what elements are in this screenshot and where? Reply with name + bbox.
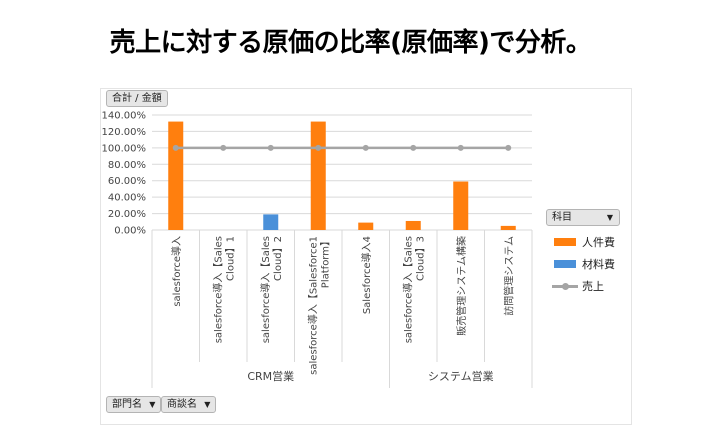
category-label: Cloud】1 bbox=[224, 236, 236, 281]
point-売上 bbox=[362, 144, 369, 151]
point-売上 bbox=[172, 144, 179, 151]
bar-人件費 bbox=[310, 121, 326, 230]
y-tick-label: 120.00% bbox=[102, 127, 147, 138]
y-tick-label: 0.00% bbox=[114, 226, 146, 237]
legend-filter-button[interactable]: 科目 ▼ bbox=[546, 209, 620, 226]
category-label: salesforce導入【Sales bbox=[259, 236, 272, 343]
y-tick-label: 100.00% bbox=[102, 143, 147, 154]
legend-filter-label: 科目 bbox=[552, 212, 572, 223]
dropdown-arrow-icon: ▼ bbox=[204, 400, 211, 409]
point-売上 bbox=[410, 144, 417, 151]
legend-marker bbox=[562, 282, 569, 290]
point-売上 bbox=[220, 144, 227, 151]
group-label: システム営業 bbox=[428, 369, 494, 383]
y-tick-label: 140.00% bbox=[102, 111, 147, 122]
category-label: Platform】 bbox=[319, 236, 331, 288]
bar-材料費 bbox=[263, 214, 279, 230]
y-tick-label: 80.00% bbox=[108, 160, 146, 171]
legend-label: 材料費 bbox=[582, 258, 615, 271]
y-tick-label: 40.00% bbox=[108, 193, 146, 204]
dropdown-arrow-icon: ▼ bbox=[606, 213, 613, 222]
legend-swatch-売上 bbox=[552, 282, 578, 290]
category-label: salesforce導入【Sales bbox=[211, 236, 224, 343]
pivot-chart-area bbox=[100, 88, 632, 425]
bar-人件費 bbox=[405, 220, 421, 230]
bar-人件費 bbox=[358, 222, 374, 230]
category-label: Salesforce導入4 bbox=[360, 236, 373, 314]
y-tick-label: 20.00% bbox=[108, 209, 146, 220]
row-filter-opportunity[interactable]: 商談名 ▼ bbox=[161, 396, 217, 413]
slide-title: 売上に対する原価の比率(原価率)で分析。 bbox=[109, 28, 592, 58]
point-売上 bbox=[315, 144, 322, 151]
y-tick-label: 60.00% bbox=[108, 176, 146, 187]
category-label: 販売管理システム構築 bbox=[455, 236, 468, 336]
category-label: salesforce導入 bbox=[170, 236, 183, 307]
row-filter-label: 商談名 bbox=[167, 399, 197, 410]
group-label: CRM営業 bbox=[247, 369, 294, 383]
category-label: 訪問管理システム bbox=[502, 236, 515, 316]
bar-人件費 bbox=[453, 181, 469, 230]
value-field-button[interactable]: 合計 / 金額 bbox=[106, 90, 168, 107]
legend-label: 人件費 bbox=[582, 236, 615, 249]
category-label: Cloud】3 bbox=[414, 236, 426, 281]
bar-人件費 bbox=[500, 225, 516, 230]
legend-swatch-材料費 bbox=[554, 260, 576, 268]
category-label: salesforce導入【Salesforce1 bbox=[306, 236, 319, 375]
row-filter-label: 部門名 bbox=[112, 399, 142, 410]
legend-label: 売上 bbox=[582, 280, 604, 293]
point-売上 bbox=[457, 144, 464, 151]
row-filter-department[interactable]: 部門名 ▼ bbox=[106, 396, 162, 413]
dropdown-arrow-icon: ▼ bbox=[149, 400, 156, 409]
category-label: Cloud】2 bbox=[272, 236, 284, 281]
point-売上 bbox=[505, 144, 512, 151]
bar-人件費 bbox=[168, 121, 184, 230]
value-field-label: 合計 / 金額 bbox=[112, 93, 162, 104]
category-label: salesforce導入【Sales bbox=[401, 236, 414, 343]
legend-swatch-人件費 bbox=[554, 238, 576, 246]
point-売上 bbox=[267, 144, 274, 151]
